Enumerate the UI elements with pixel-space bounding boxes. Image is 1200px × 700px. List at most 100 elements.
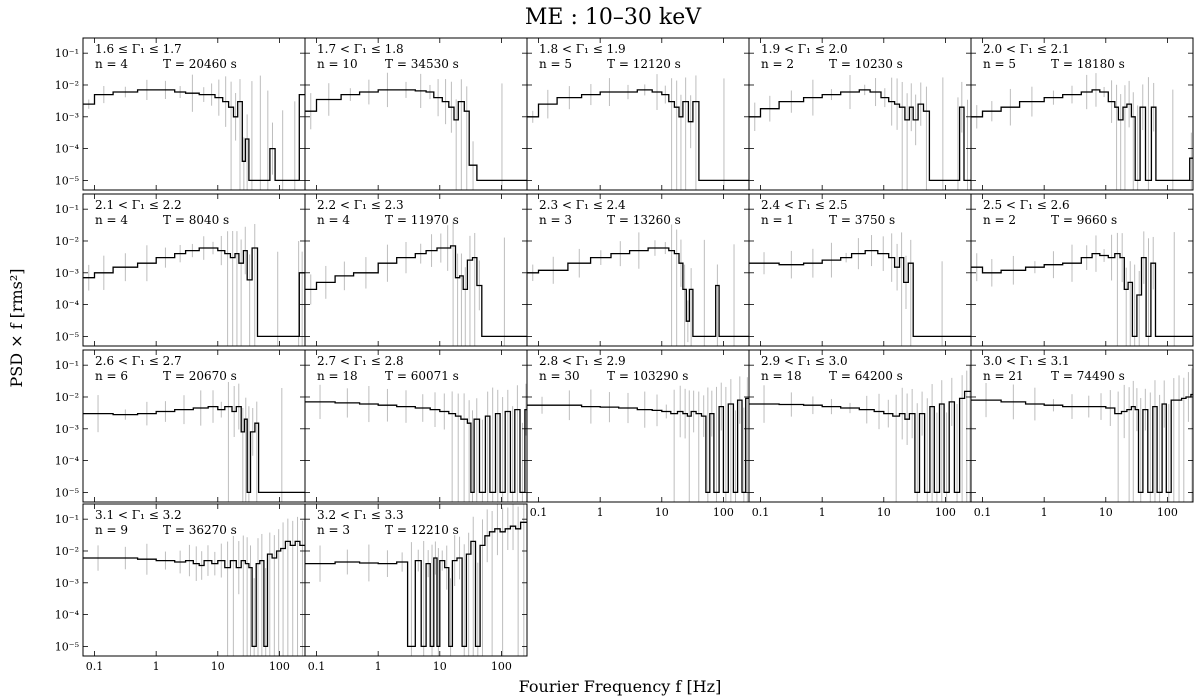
- y-tick-label: 10⁻²: [55, 79, 79, 92]
- panel-gamma-range: 2.6 < Γ₁ ≤ 2.7: [95, 354, 182, 368]
- y-tick-label: 10⁻⁴: [55, 455, 80, 468]
- psd-step-line: [749, 249, 971, 338]
- panel-frame: [970, 193, 1194, 347]
- psd-panel-12: 2.7 < Γ₁ ≤ 2.8n = 18 T = 60071 s: [304, 349, 528, 503]
- y-tick-label: 10⁻¹: [55, 359, 79, 372]
- panel-exposure-time: T = 13260 s: [607, 213, 681, 227]
- panel-gamma-range: 2.2 < Γ₁ ≤ 2.3: [317, 198, 404, 212]
- panel-data: [749, 232, 971, 346]
- panel-data: [527, 376, 749, 502]
- y-tick-label: 10⁻¹: [55, 203, 79, 216]
- x-tick-label: 1: [375, 660, 382, 673]
- panel-gamma-range: 1.9 < Γ₁ ≤ 2.0: [761, 42, 848, 56]
- panel-gamma-range: 2.4 < Γ₁ ≤ 2.5: [761, 198, 848, 212]
- y-tick-label: 10⁻³: [55, 423, 79, 436]
- panel-n-count: n = 30: [539, 369, 580, 383]
- panel-exposure-time: T = 64200 s: [829, 369, 903, 383]
- psd-panel-15: 0.1 1 10 100 3.0 < Γ₁ ≤ 3.1n = 21 T = 74490 s: [970, 349, 1194, 519]
- panel-exposure-time: T = 20670 s: [163, 369, 237, 383]
- x-tick-label: 100: [713, 506, 734, 519]
- panel-gamma-range: 2.1 < Γ₁ ≤ 2.2: [95, 198, 182, 212]
- panel-n-count: n = 2: [983, 213, 1016, 227]
- panel-data: [749, 75, 971, 190]
- panel-data: [83, 74, 305, 190]
- panel-data: [305, 504, 527, 656]
- psd-panel-5: 2.0 < Γ₁ ≤ 2.1n = 5 T = 18180 s: [970, 37, 1194, 191]
- panel-data: [527, 74, 749, 190]
- panel-n-count: n = 6: [95, 369, 128, 383]
- psd-panel-17: 0.1 1 10 100 3.2 < Γ₁ ≤ 3.3n = 3 T = 12210 s: [304, 503, 528, 673]
- panel-exposure-time: T = 18180 s: [1051, 57, 1125, 71]
- y-tick-label: 10⁻²: [55, 235, 79, 248]
- y-tick-label: 10⁻⁴: [55, 299, 80, 312]
- panel-n-count: n = 1: [761, 213, 794, 227]
- panel-exposure-time: T = 74490 s: [1051, 369, 1125, 383]
- psd-step-line: [527, 397, 749, 494]
- psd-step-line: [83, 540, 305, 648]
- y-tick-label: 10⁻³: [55, 267, 79, 280]
- x-tick-label: 1: [819, 506, 826, 519]
- psd-step-line: [527, 89, 749, 182]
- psd-step-line: [83, 89, 305, 182]
- panel-data: [971, 368, 1193, 502]
- psd-panel-11: 10⁻⁵ 10⁻⁴ 10⁻³ 10⁻² 10⁻¹ 2.6 < Γ₁ ≤ 2.7n = 6 T…: [55, 349, 306, 503]
- panel-n-count: n = 18: [317, 369, 358, 383]
- y-tick-label: 10⁻⁵: [55, 330, 79, 343]
- panel-n-count: n = 10: [317, 57, 358, 71]
- x-tick-label: 0.1: [86, 660, 104, 673]
- panel-n-count: n = 9: [95, 523, 128, 537]
- psd-step-line: [971, 252, 1193, 338]
- y-tick-label: 10⁻⁵: [55, 174, 79, 187]
- panel-data: [305, 383, 527, 502]
- panel-exposure-time: T = 103290 s: [607, 369, 688, 383]
- psd-step-line: [971, 393, 1193, 494]
- x-tick-label: 1: [597, 506, 604, 519]
- panel-n-count: n = 2: [761, 57, 794, 71]
- panel-gamma-range: 2.7 < Γ₁ ≤ 2.8: [317, 354, 404, 368]
- x-tick-label: 10: [433, 660, 447, 673]
- psd-panel-9: 2.4 < Γ₁ ≤ 2.5n = 1 T = 3750 s: [748, 193, 972, 347]
- panel-exposure-time: T = 34530 s: [385, 57, 459, 71]
- panel-exposure-time: T = 10230 s: [829, 57, 903, 71]
- panel-gamma-range: 1.6 ≤ Γ₁ ≤ 1.7: [95, 42, 182, 56]
- psd-panel-2: 1.7 < Γ₁ ≤ 1.8n = 10 T = 34530 s: [304, 37, 528, 191]
- y-tick-label: 10⁻⁵: [55, 640, 79, 653]
- panel-gamma-range: 2.0 < Γ₁ ≤ 2.1: [983, 42, 1070, 56]
- x-tick-label: 0.1: [308, 660, 326, 673]
- x-tick-label: 100: [935, 506, 956, 519]
- panel-n-count: n = 5: [983, 57, 1016, 71]
- panel-gamma-range: 3.1 < Γ₁ ≤ 3.2: [95, 508, 182, 522]
- panel-data: [83, 223, 305, 346]
- x-tick-label: 0.1: [530, 506, 548, 519]
- y-tick-label: 10⁻³: [55, 111, 79, 124]
- panel-gamma-range: 2.8 < Γ₁ ≤ 2.9: [539, 354, 626, 368]
- panel-exposure-time: T = 60071 s: [385, 369, 459, 383]
- psd-step-line: [971, 89, 1193, 182]
- panel-gamma-range: 1.8 < Γ₁ ≤ 1.9: [539, 42, 626, 56]
- y-axis-title: PSD × f [rms²]: [7, 268, 26, 387]
- y-tick-label: 10⁻⁴: [55, 143, 80, 156]
- panel-gamma-range: 3.0 < Γ₁ ≤ 3.1: [983, 354, 1070, 368]
- panel-data: [305, 220, 527, 346]
- panel-n-count: n = 18: [761, 369, 802, 383]
- psd-panel-8: 2.3 < Γ₁ ≤ 2.4n = 3 T = 13260 s: [526, 193, 750, 347]
- psd-panel-6: 10⁻⁵ 10⁻⁴ 10⁻³ 10⁻² 10⁻¹ 2.1 < Γ₁ ≤ 2.2n = 4 T…: [55, 193, 306, 347]
- x-tick-label: 1: [153, 660, 160, 673]
- psd-step-line: [305, 89, 527, 182]
- panel-data: [971, 73, 1193, 190]
- y-tick-label: 10⁻⁵: [55, 486, 79, 499]
- x-tick-label: 100: [269, 660, 290, 673]
- panel-frame: [970, 349, 1194, 503]
- panel-gamma-range: 1.7 < Γ₁ ≤ 1.8: [317, 42, 404, 56]
- panel-n-count: n = 4: [317, 213, 350, 227]
- psd-panel-16: 10⁻⁵ 10⁻⁴ 10⁻³ 10⁻² 10⁻¹ 0.1 1 10 100 3.1 < Γ₁ ≤ …: [55, 503, 306, 673]
- x-tick-label: 10: [1099, 506, 1113, 519]
- psd-step-line: [749, 89, 971, 182]
- psd-panel-13: 0.1 1 10 100 2.8 < Γ₁ ≤ 2.9n = 30 T = 103290 …: [526, 349, 750, 519]
- panel-exposure-time: T = 11970 s: [385, 213, 459, 227]
- panel-n-count: n = 21: [983, 369, 1024, 383]
- psd-step-line: [305, 245, 527, 338]
- psd-step-line: [305, 521, 527, 648]
- psd-step-line: [749, 390, 971, 494]
- panel-data: [749, 364, 971, 502]
